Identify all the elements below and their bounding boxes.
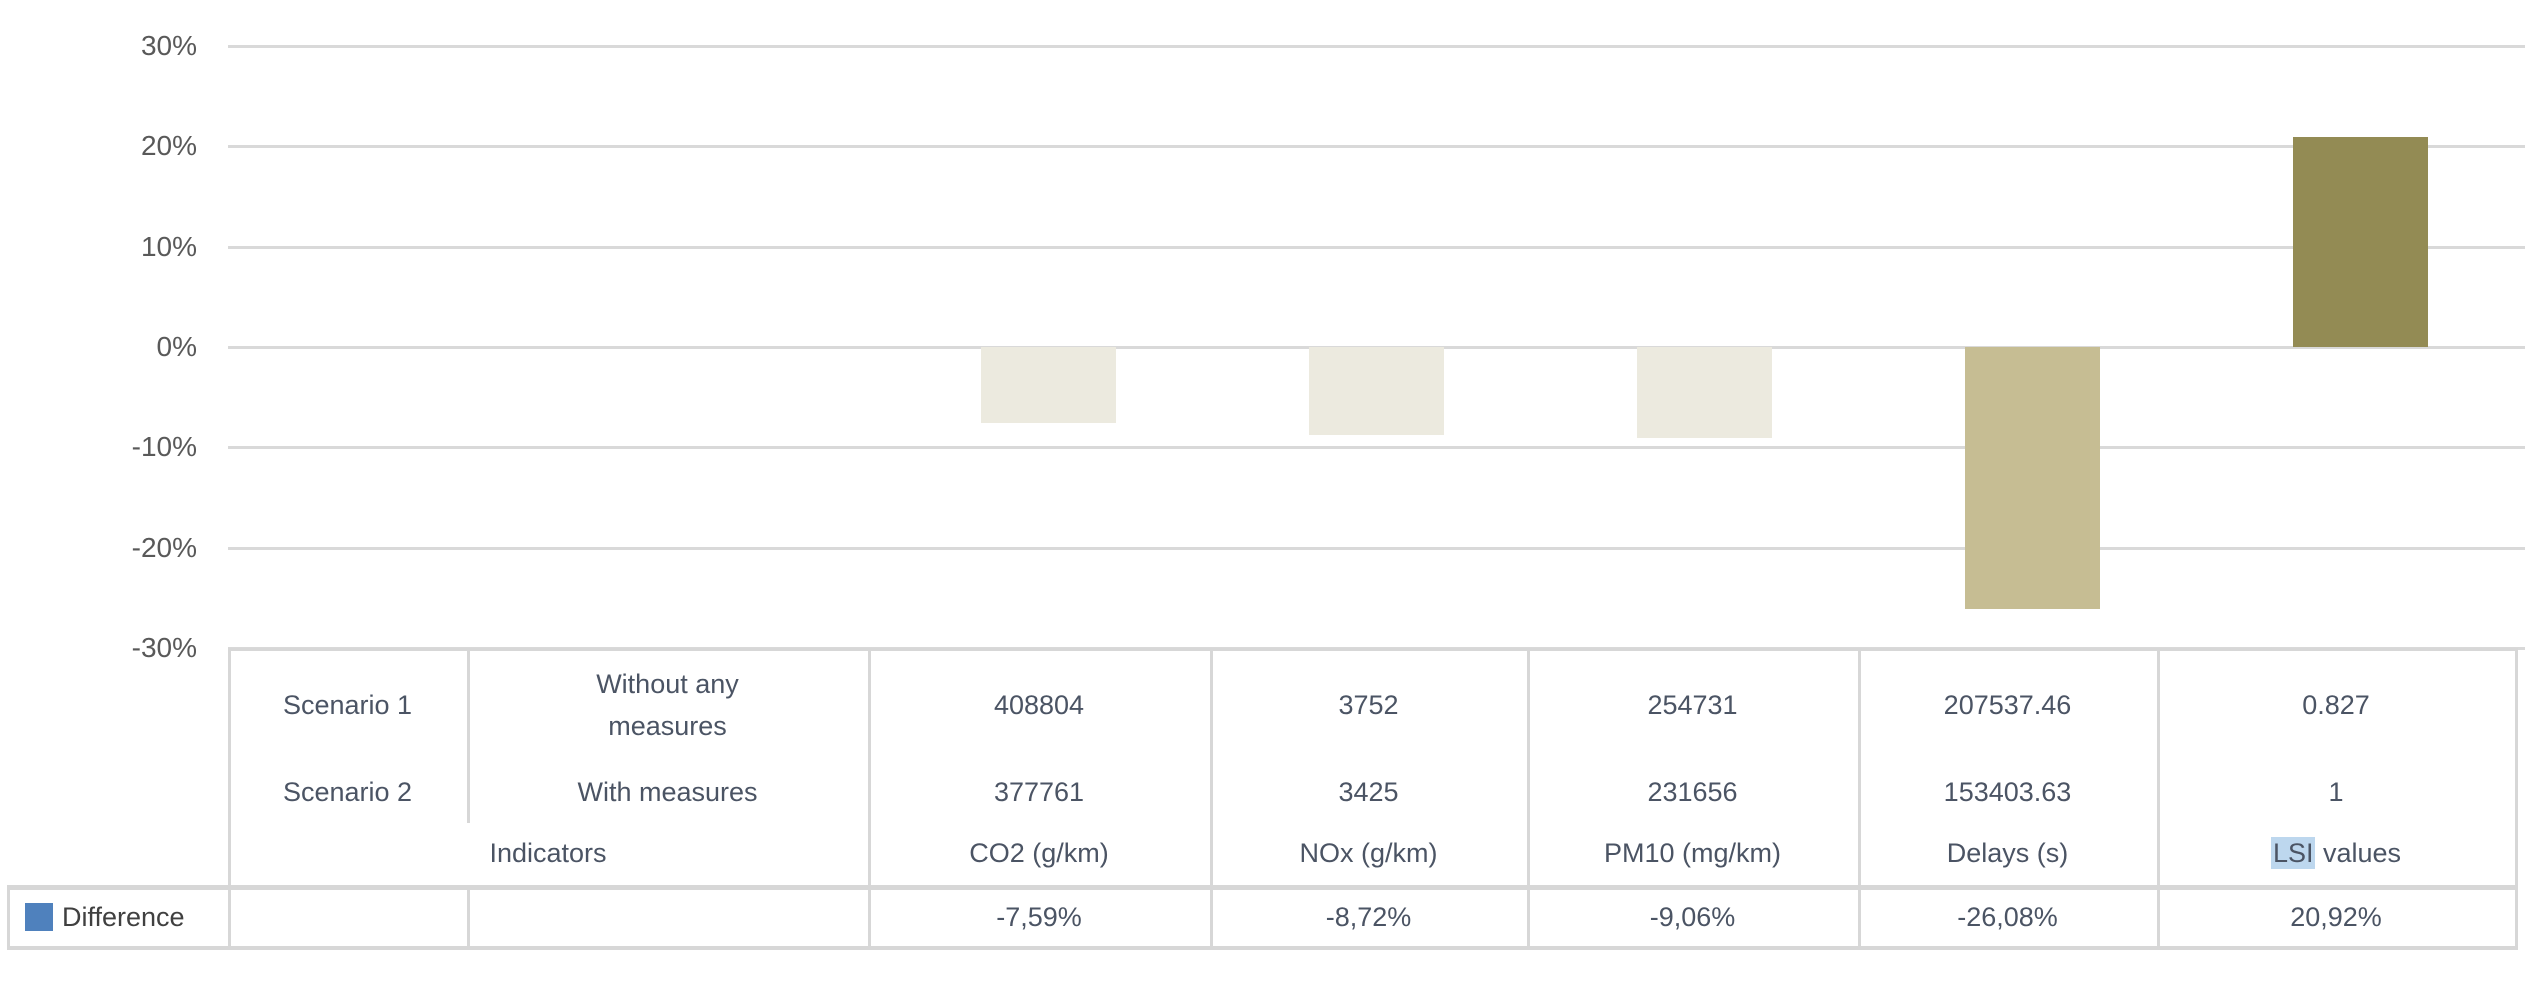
table-border-vertical — [228, 648, 231, 950]
measures-label-cell[interactable]: Without any measures — [467, 663, 868, 747]
legend-series-label[interactable]: Difference — [62, 902, 185, 932]
table-border-vertical — [467, 648, 470, 823]
bar-pm10[interactable] — [1637, 347, 1773, 438]
table-border-vertical — [1527, 648, 1530, 950]
difference-value-cell[interactable]: -7,59% — [996, 902, 1082, 932]
table-border-vertical — [467, 885, 470, 950]
table-value-cell[interactable]: 1 — [2328, 777, 2344, 807]
table-border-vertical — [2157, 648, 2160, 950]
difference-value-cell[interactable]: -8,72% — [1325, 902, 1412, 932]
table-border-vertical — [2515, 648, 2518, 950]
table-border-top — [228, 648, 2518, 651]
column-header-cell[interactable]: NOx (g/km) — [1299, 838, 1438, 868]
table-value-cell[interactable]: 377761 — [993, 777, 1085, 807]
gridline — [228, 245, 2525, 249]
column-header-cell[interactable]: CO2 (g/km) — [969, 838, 1109, 868]
table-border-vertical — [1210, 648, 1213, 950]
gridline — [228, 446, 2525, 450]
table-value-cell[interactable]: 0.827 — [2302, 690, 2370, 720]
difference-value-cell[interactable]: 20,92% — [2290, 902, 2382, 932]
gridline — [228, 145, 2525, 149]
table-value-cell[interactable]: 207537.46 — [1943, 690, 2072, 720]
table-border-vertical — [868, 648, 871, 950]
table-value-cell[interactable]: 408804 — [993, 690, 1085, 720]
y-axis-tick-label: -30% — [131, 632, 197, 664]
y-axis-tick-label: 30% — [140, 29, 197, 61]
y-axis-tick-label: -10% — [131, 431, 197, 463]
measures-label-cell[interactable]: With measures — [467, 771, 868, 813]
column-header-cell[interactable]: PM10 (mg/km) — [1603, 838, 1782, 868]
y-axis-tick-label: 20% — [140, 130, 197, 162]
column-header-cell[interactable]: Delays (s) — [1946, 838, 2069, 868]
table-value-cell[interactable]: 153403.63 — [1943, 777, 2072, 807]
table-value-cell[interactable]: 254731 — [1647, 690, 1738, 720]
difference-value-cell[interactable]: -26,08% — [1957, 902, 2058, 932]
indicators-label-cell[interactable]: Indicators — [489, 838, 607, 868]
y-axis-tick-label: 0% — [156, 331, 197, 362]
legend-box-left-border — [7, 885, 10, 950]
bar-nox[interactable] — [1309, 347, 1444, 435]
bar-delays[interactable] — [1965, 347, 2101, 609]
table-border-middle — [7, 885, 2518, 890]
difference-value-cell[interactable]: -9,06% — [1649, 902, 1736, 932]
gridline — [228, 546, 2525, 550]
scenario-label-cell[interactable]: Scenario 2 — [282, 777, 413, 807]
bar-lsi[interactable] — [2293, 136, 2429, 347]
scenario-label-cell[interactable]: Scenario 1 — [282, 690, 413, 720]
gridline — [228, 44, 2525, 48]
table-value-cell[interactable]: 3425 — [1338, 777, 1399, 807]
column-header-text: values — [2315, 838, 2402, 868]
y-axis-tick-label: 10% — [140, 230, 197, 262]
legend-swatch — [25, 903, 53, 931]
highlighted-text: LSI — [2270, 837, 2316, 869]
y-axis-tick-label: -20% — [131, 531, 197, 563]
measures-label-line: Without any — [596, 669, 739, 699]
measures-label-line: With measures — [577, 777, 758, 807]
table-border-bottom — [7, 946, 2518, 950]
table-border-vertical — [1858, 648, 1861, 950]
bar-co2[interactable] — [980, 347, 1116, 424]
column-header-cell[interactable]: LSI values — [2157, 832, 2515, 874]
table-value-cell[interactable]: 231656 — [1647, 777, 1738, 807]
table-value-cell[interactable]: 3752 — [1338, 690, 1399, 720]
measures-label-line: measures — [608, 711, 727, 741]
